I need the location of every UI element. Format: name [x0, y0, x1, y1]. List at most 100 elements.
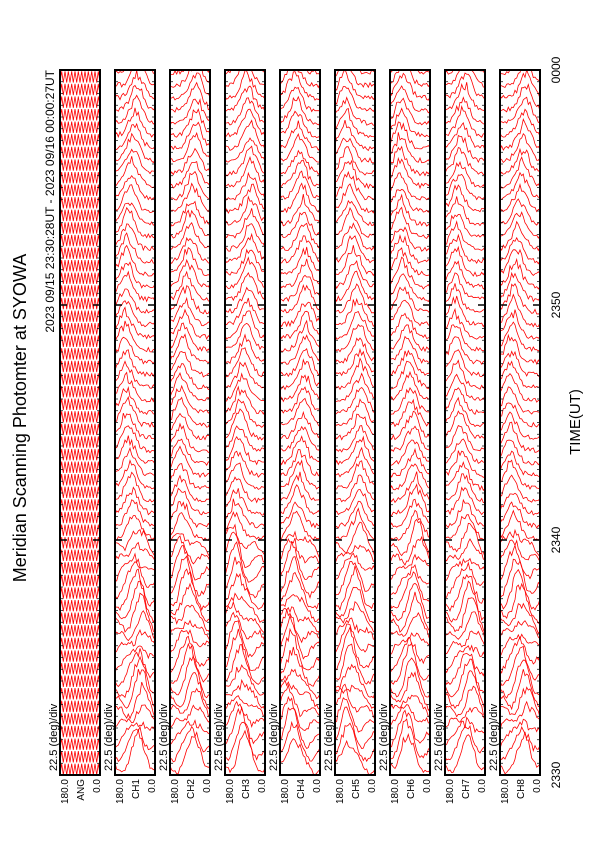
scan-trace [390, 694, 430, 719]
scan-trace [60, 511, 100, 524]
scan-trace [280, 149, 320, 175]
scan-trace [115, 435, 155, 465]
scan-trace [225, 695, 265, 717]
scan-trace [390, 612, 430, 641]
scan-trace [335, 245, 375, 277]
scan-trace [445, 461, 485, 492]
scan-trace [445, 184, 485, 213]
scan-trace [225, 208, 265, 239]
scan-trace [170, 719, 210, 746]
scan-trace [500, 132, 540, 164]
scan-trace [500, 350, 540, 378]
scan-trace [60, 574, 100, 587]
scan-trace [225, 450, 265, 478]
scan-trace [335, 96, 375, 126]
scan-trace [170, 351, 210, 378]
scan-trace [280, 720, 320, 762]
scan-trace [115, 592, 155, 633]
scan-trace [280, 120, 320, 151]
scan-trace [500, 236, 540, 265]
panel-min: 0.0 [147, 779, 158, 793]
scan-trace [500, 70, 540, 99]
scan-trace [115, 610, 155, 642]
scan-trace [225, 425, 265, 452]
scan-trace [445, 96, 485, 126]
scan-trace [60, 171, 100, 184]
scan-trace [115, 728, 155, 773]
scan-trace [390, 247, 430, 277]
scan-trace [335, 521, 375, 559]
scan-trace [115, 486, 155, 516]
scan-trace [335, 70, 375, 89]
scan-trace [60, 297, 100, 310]
scan-trace [115, 148, 155, 175]
scan-trace [390, 273, 430, 303]
scan-trace [445, 396, 485, 428]
scan-trace [280, 159, 320, 188]
scan-trace [115, 552, 155, 582]
scan-trace [335, 372, 375, 402]
scan-trace [500, 360, 540, 389]
scan-trace [335, 544, 375, 564]
scan-trace [500, 528, 540, 558]
scan-trace [60, 360, 100, 373]
scan-trace [60, 197, 100, 209]
scan-trace [115, 580, 155, 623]
scan-trace [500, 70, 540, 76]
scan-trace [390, 636, 430, 673]
scan-trace [115, 514, 155, 541]
scan-trace [390, 718, 430, 760]
x-tick-label: 2350 [549, 291, 563, 318]
scan-trace [170, 182, 210, 213]
scan-trace [445, 196, 485, 227]
scan-trace [445, 652, 485, 686]
scan-trace [170, 474, 210, 503]
scan-trace [225, 706, 265, 745]
scan-trace [280, 410, 320, 440]
scan-trace [115, 471, 155, 503]
scan-trace [225, 223, 265, 252]
scan-trace [170, 108, 210, 138]
panel-min: 0.0 [422, 779, 433, 793]
scan-trace [390, 564, 430, 595]
scan-trace [225, 678, 265, 712]
scan-trace [60, 71, 100, 83]
traces [170, 70, 210, 775]
scan-trace [115, 174, 155, 201]
scan-trace [390, 360, 430, 390]
scan-trace [500, 156, 540, 189]
scan-trace [170, 619, 210, 642]
panel-min: 0.0 [367, 779, 378, 793]
scan-trace [280, 182, 320, 214]
scan-trace [60, 272, 100, 285]
scan-trace [500, 171, 540, 201]
scan-trace [390, 642, 430, 685]
panel-channel: CH6 [406, 779, 417, 799]
scan-trace [335, 663, 375, 699]
scan-trace [500, 321, 540, 353]
scan-trace [445, 538, 485, 562]
scan-trace [390, 234, 430, 264]
rotated-plot: Meridian Scanning Photomter at SYOWA 202… [10, 56, 584, 804]
scan-trace [280, 679, 320, 710]
scan-trace [390, 70, 430, 75]
scan-trace [60, 662, 100, 675]
scan-trace [335, 425, 375, 453]
scan-trace [280, 683, 320, 718]
scan-trace [115, 206, 155, 239]
scan-trace [115, 261, 155, 289]
scan-trace [445, 82, 485, 112]
scan-trace [445, 597, 485, 634]
scan-trace [60, 335, 100, 348]
scan-trace [445, 70, 485, 75]
scan-trace [335, 170, 375, 201]
scan-trace [170, 160, 210, 189]
scan-trace [225, 232, 265, 263]
scan-trace [60, 260, 100, 272]
scan-trace [225, 333, 265, 365]
scan-trace [500, 700, 540, 731]
scan-trace [170, 412, 210, 441]
scan-trace [500, 492, 540, 516]
scan-trace [390, 324, 430, 353]
scan-trace [500, 309, 540, 340]
